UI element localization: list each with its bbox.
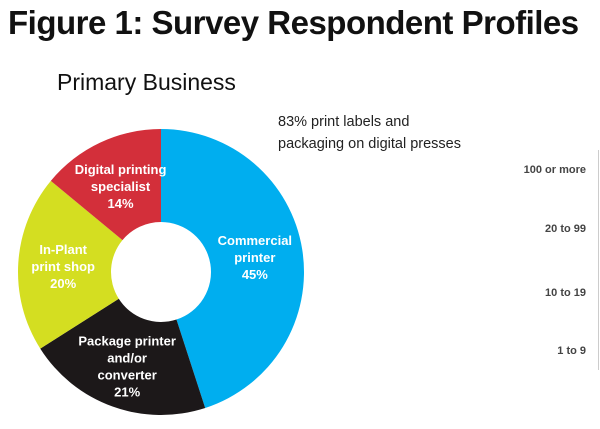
note-line: 83% print labels and — [278, 114, 410, 130]
slice-category-label: print shop — [31, 259, 95, 274]
axis-label-100-or-more: 100 or more — [523, 164, 586, 176]
slice-category-label: Commercial — [218, 233, 292, 248]
slice-category-label: Package printer — [78, 334, 176, 349]
slice-value-label: 21% — [114, 385, 140, 400]
axis-label-20-to-99: 20 to 99 — [545, 223, 586, 235]
axis-label-10-to-19: 10 to 19 — [545, 287, 586, 299]
slice-label: Digital printing specialist 14% — [75, 162, 167, 211]
slice-category-label: and/or — [107, 351, 147, 366]
slice-category-label: In-Plant — [39, 242, 87, 257]
slice-value-label: 14% — [108, 196, 134, 211]
slice-category-label: converter — [98, 368, 157, 383]
slice-in-plant-print-shop — [17, 180, 123, 349]
axis-line — [598, 150, 599, 370]
slice-category-label: printer — [234, 250, 275, 265]
chart-title: Primary Business — [57, 69, 236, 95]
note-line: packaging on digital presses — [278, 136, 461, 152]
figure-title: Figure 1: Survey Respondent Profiles — [8, 4, 579, 41]
axis-label-1-to-9: 1 to 9 — [557, 345, 586, 357]
annotation-note: 83% print labels and packaging on digita… — [278, 111, 461, 155]
slice-package-printer-and-or-converter — [40, 298, 206, 415]
slice-value-label: 45% — [242, 267, 268, 282]
slice-label: In-Plant print shop 20% — [31, 242, 95, 291]
slice-value-label: 20% — [50, 276, 76, 291]
slice-label: Package printer and/or converter 21% — [78, 334, 176, 400]
slice-label: Commercial printer 45% — [218, 233, 292, 282]
slice-category-label: Digital printing — [75, 162, 167, 177]
slice-category-label: specialist — [91, 179, 151, 194]
slice-commercial-printer — [161, 129, 304, 409]
slice-digital-printing-specialist — [50, 129, 161, 241]
